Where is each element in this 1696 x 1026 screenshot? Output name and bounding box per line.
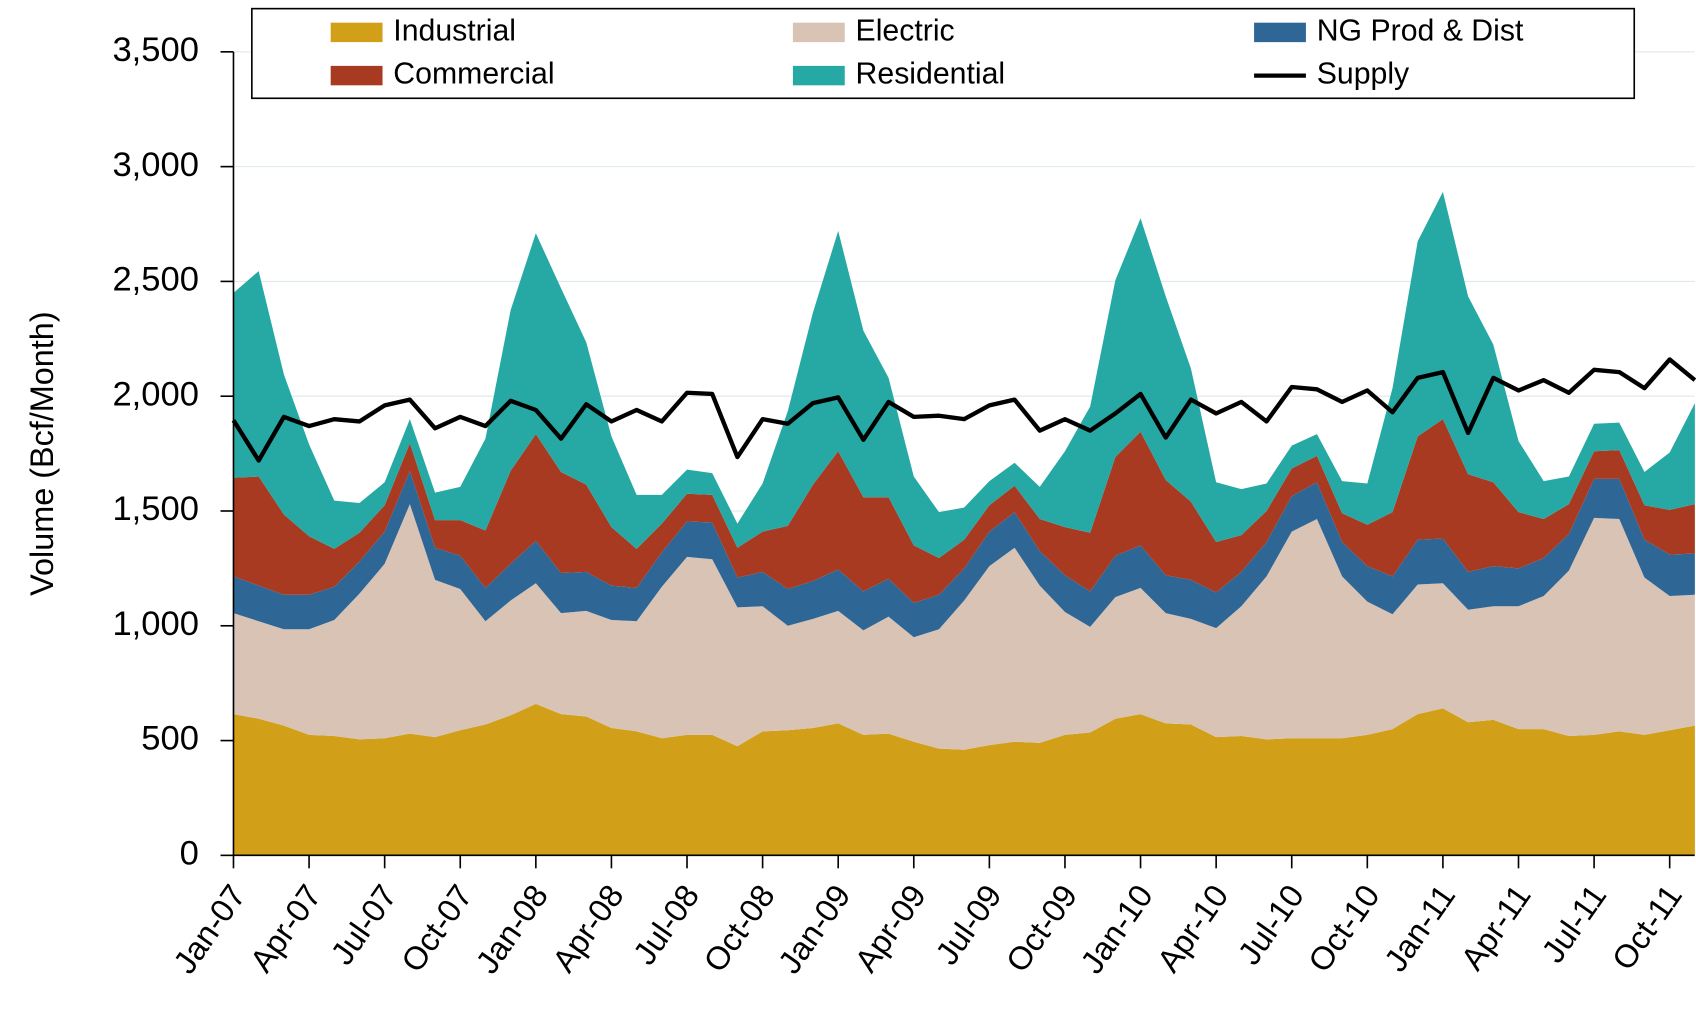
legend-swatch [1254,22,1306,43]
x-tick-label: Apr-11 [1454,878,1538,976]
legend-box [251,7,1636,100]
x-tick-label: Jan-07 [166,878,252,980]
legend-label: Commercial [393,58,554,91]
x-tick-label: Oct-09 [999,878,1084,978]
legend-swatch [330,65,383,86]
y-tick-label: 0 [180,834,199,872]
legend-swatch [792,22,845,43]
x-tick-label: Jan-11 [1377,878,1462,978]
y-tick-label: 1,000 [112,605,198,643]
y-tick-label: 2,000 [112,375,198,413]
supply-line [231,357,1696,463]
x-tick-label: Apr-09 [848,878,933,978]
x-tick-label: Apr-08 [545,878,630,978]
y-tick-label: 2,500 [112,261,198,299]
x-tick-label: Jul-07 [324,878,404,971]
area [233,703,1695,856]
x-tick-label: Apr-10 [1150,878,1235,978]
legend-label: Industrial [393,14,516,47]
areas [233,191,1695,856]
x-tick-label: Apr-07 [243,878,328,978]
area [233,504,1695,750]
area [233,470,1695,638]
x-tick-label: Oct-08 [697,878,782,978]
legend-label: NG Prod & Dist [1317,14,1524,47]
y-tick-label: 500 [141,720,199,758]
x-tick-label: Oct-07 [394,878,479,978]
x-tick-label: Jan-10 [1073,878,1159,980]
x-tick-label: Jul-10 [1231,878,1311,971]
area [233,191,1695,559]
legend-label: Electric [856,14,955,47]
legend-label: Residential [856,58,1006,91]
area [233,419,1695,603]
legend: Industrial Electric NG Prod & Dist Commerci… [251,7,1636,100]
y-tick-label: 3,500 [112,31,198,69]
legend-swatch [330,22,383,43]
y-tick-label: 1,500 [112,490,198,528]
legend-swatch [792,65,845,86]
x-tick-label: Jan-08 [469,878,555,980]
x-tick-label: Oct-11 [1605,878,1689,976]
legend-label: Supply [1317,58,1410,91]
x-tick-label: Jul-08 [626,878,706,971]
x-tick-label: Jul-09 [929,878,1009,971]
x-tick-label: Jan-09 [771,878,857,980]
x-tick-label: Oct-10 [1301,878,1386,978]
y-tick-label: 3,000 [112,146,198,184]
x-tick-label: Jul-11 [1535,878,1614,969]
y-axis-title: Volume (Bcf/Month) [24,311,60,595]
